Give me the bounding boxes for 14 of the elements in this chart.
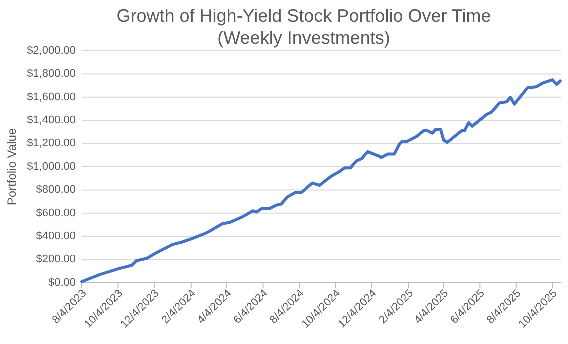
y-tick-label: $1,000.00 (27, 160, 76, 173)
chart-subtitle: (Weekly Investments) (218, 28, 390, 48)
y-axis-title: Portfolio Value (5, 128, 19, 206)
y-tick-label: $600.00 (36, 207, 76, 220)
chart-title: Growth of High-Yield Stock Portfolio Over Time (116, 6, 492, 26)
y-tick-label: $1,200.00 (27, 138, 76, 150)
y-tick-label: $1,600.00 (27, 91, 76, 104)
y-tick-label: $1,800.00 (27, 68, 76, 80)
y-tick-label: $2,000.00 (27, 44, 76, 57)
y-tick-label: $0.00 (48, 276, 76, 289)
y-tick-label: $400.00 (36, 230, 76, 243)
y-tick-label: $800.00 (36, 184, 76, 196)
y-tick-label: $200.00 (36, 254, 76, 266)
y-tick-label: $1,400.00 (27, 114, 76, 127)
